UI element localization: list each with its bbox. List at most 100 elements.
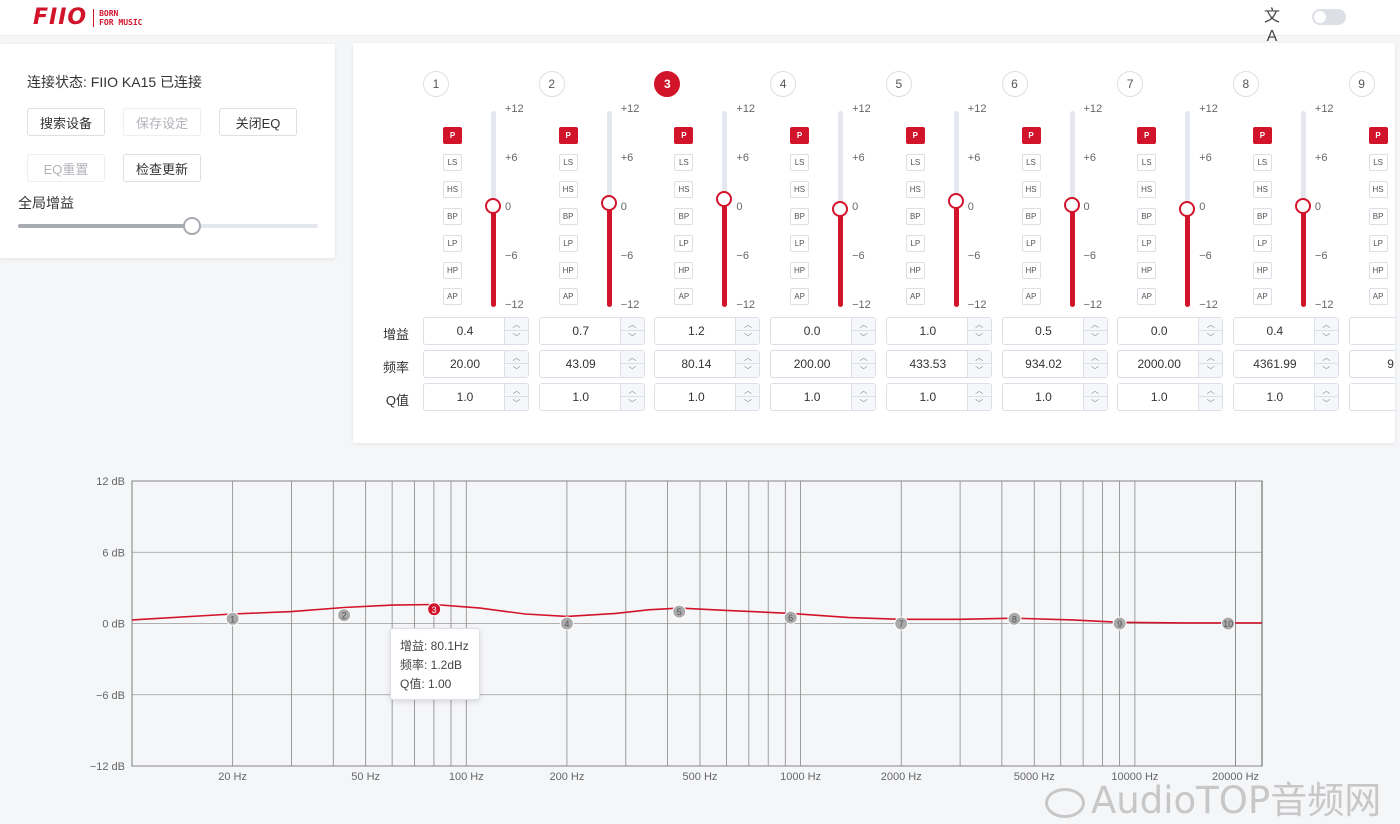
decrement-chevron-down-icon[interactable]: ﹀ bbox=[1091, 366, 1099, 375]
filter-type-bp-button[interactable]: BP bbox=[1252, 208, 1272, 225]
filter-type-bp-button[interactable]: BP bbox=[1021, 208, 1041, 225]
filter-type-hp-button[interactable]: HP bbox=[790, 262, 810, 279]
filter-type-hs-button[interactable]: HS bbox=[443, 181, 462, 198]
filter-type-ap-button[interactable]: AP bbox=[1368, 288, 1388, 305]
filter-type-ap-button[interactable]: AP bbox=[1137, 288, 1157, 305]
decrement-chevron-down-icon[interactable]: ﹀ bbox=[859, 399, 868, 408]
gain-value[interactable]: 0.4 bbox=[1266, 324, 1284, 338]
freq-input[interactable]: 9 ︿ ﹀ bbox=[1348, 350, 1395, 378]
freq-value[interactable]: 20.00 bbox=[449, 357, 481, 371]
filter-type-hp-button[interactable]: HP bbox=[1252, 262, 1272, 279]
band-number-button[interactable]: 9 bbox=[1348, 71, 1375, 97]
decrement-chevron-down-icon[interactable]: ﹀ bbox=[628, 366, 637, 375]
decrement-chevron-down-icon[interactable]: ﹀ bbox=[1091, 399, 1099, 408]
q-value[interactable]: 1.0 bbox=[572, 390, 590, 404]
band-gain-slider[interactable] bbox=[953, 111, 959, 307]
filter-type-lp-button[interactable]: LP bbox=[1252, 235, 1272, 252]
decrement-chevron-down-icon[interactable]: ﹀ bbox=[1206, 399, 1215, 408]
gain-input[interactable]: 0.5 ︿ ﹀ bbox=[1001, 317, 1108, 345]
filter-type-hp-button[interactable]: HP bbox=[1368, 262, 1388, 279]
gain-input[interactable]: 1.2 ︿ ﹀ bbox=[654, 317, 761, 345]
increment-chevron-up-icon[interactable]: ︿ bbox=[1083, 318, 1107, 331]
filter-type-p-button[interactable]: P bbox=[1252, 127, 1272, 144]
check-update-button[interactable]: 检查更新 bbox=[123, 154, 201, 182]
gain-value[interactable]: 0.0 bbox=[803, 324, 821, 338]
freq-value[interactable]: 934.02 bbox=[1025, 357, 1062, 371]
band-number-button[interactable]: 1 bbox=[423, 71, 449, 97]
gain-input[interactable]: 0.7 ︿ ﹀ bbox=[538, 317, 645, 345]
global-gain-slider[interactable] bbox=[18, 217, 318, 235]
gain-value[interactable] bbox=[1350, 318, 1395, 344]
filter-type-lp-button[interactable]: LP bbox=[1137, 235, 1157, 252]
band-number-button[interactable]: 3 bbox=[654, 71, 681, 97]
filter-type-lp-button[interactable]: LP bbox=[790, 235, 810, 252]
q-value[interactable]: 1.0 bbox=[803, 390, 821, 404]
filter-type-p-button[interactable]: P bbox=[905, 127, 925, 144]
gain-value[interactable]: 1.0 bbox=[919, 324, 937, 338]
freq-input[interactable]: 433.53 ︿ ﹀ bbox=[885, 350, 992, 378]
decrement-chevron-down-icon[interactable]: ﹀ bbox=[512, 333, 521, 342]
filter-type-hs-button[interactable]: HS bbox=[558, 181, 578, 198]
filter-type-bp-button[interactable]: BP bbox=[1368, 208, 1388, 225]
decrement-chevron-down-icon[interactable]: ﹀ bbox=[975, 333, 984, 342]
increment-chevron-up-icon[interactable]: ︿ bbox=[736, 318, 760, 331]
increment-chevron-up-icon[interactable]: ︿ bbox=[736, 384, 760, 397]
q-input[interactable]: 1.0 ︿ ﹀ bbox=[1232, 383, 1339, 411]
decrement-chevron-down-icon[interactable]: ﹀ bbox=[975, 399, 984, 408]
save-settings-button[interactable]: 保存设定 bbox=[123, 108, 201, 136]
freq-value[interactable]: 4361.99 bbox=[1253, 357, 1297, 371]
freq-value[interactable]: 433.53 bbox=[909, 357, 947, 371]
filter-type-bp-button[interactable]: BP bbox=[790, 208, 810, 225]
decrement-chevron-down-icon[interactable]: ﹀ bbox=[859, 333, 868, 342]
filter-type-ap-button[interactable]: AP bbox=[1021, 288, 1041, 305]
theme-toggle[interactable] bbox=[1312, 9, 1346, 25]
increment-chevron-up-icon[interactable]: ︿ bbox=[852, 384, 876, 397]
filter-type-ap-button[interactable]: AP bbox=[905, 288, 925, 305]
freq-value[interactable]: 43.09 bbox=[565, 357, 596, 371]
band-gain-handle[interactable] bbox=[1179, 201, 1196, 217]
filter-type-p-button[interactable]: P bbox=[1021, 127, 1041, 144]
filter-type-bp-button[interactable]: BP bbox=[443, 208, 462, 225]
increment-chevron-up-icon[interactable]: ︿ bbox=[1083, 384, 1107, 397]
filter-type-hp-button[interactable]: HP bbox=[1021, 262, 1041, 279]
filter-type-ap-button[interactable]: AP bbox=[1252, 288, 1272, 305]
filter-type-lp-button[interactable]: LP bbox=[1368, 235, 1388, 252]
filter-type-lp-button[interactable]: LP bbox=[1021, 235, 1041, 252]
decrement-chevron-down-icon[interactable]: ﹀ bbox=[1322, 333, 1331, 342]
band-number-button[interactable]: 4 bbox=[770, 71, 797, 97]
q-input[interactable]: 1.0 ︿ ﹀ bbox=[885, 383, 992, 411]
band-number-button[interactable]: 2 bbox=[538, 71, 565, 97]
gain-input[interactable]: 0.4 ︿ ﹀ bbox=[423, 317, 529, 345]
filter-type-hs-button[interactable]: HS bbox=[1252, 181, 1272, 198]
filter-type-hs-button[interactable]: HS bbox=[1368, 181, 1388, 198]
decrement-chevron-down-icon[interactable]: ﹀ bbox=[743, 333, 752, 342]
increment-chevron-up-icon[interactable]: ︿ bbox=[1314, 384, 1338, 397]
filter-type-hs-button[interactable]: HS bbox=[790, 181, 810, 198]
increment-chevron-up-icon[interactable]: ︿ bbox=[1199, 384, 1223, 397]
gain-input[interactable]: 0.0 ︿ ﹀ bbox=[770, 317, 877, 345]
q-input[interactable]: 1.0 ︿ ﹀ bbox=[1117, 383, 1224, 411]
filter-type-ap-button[interactable]: AP bbox=[558, 288, 578, 305]
band-gain-handle[interactable] bbox=[1294, 197, 1311, 214]
close-eq-button[interactable]: 关闭EQ bbox=[219, 108, 297, 136]
decrement-chevron-down-icon[interactable]: ﹀ bbox=[743, 399, 752, 408]
band-gain-handle[interactable] bbox=[485, 197, 501, 214]
filter-type-p-button[interactable]: P bbox=[790, 127, 810, 144]
increment-chevron-up-icon[interactable]: ︿ bbox=[1314, 318, 1338, 331]
filter-type-ls-button[interactable]: LS bbox=[1137, 154, 1157, 171]
freq-value[interactable]: 2000.00 bbox=[1137, 357, 1181, 371]
increment-chevron-up-icon[interactable]: ︿ bbox=[620, 384, 644, 397]
increment-chevron-up-icon[interactable]: ︿ bbox=[620, 351, 644, 364]
filter-type-p-button[interactable]: P bbox=[674, 127, 694, 144]
filter-type-ls-button[interactable]: LS bbox=[905, 154, 925, 171]
increment-chevron-up-icon[interactable]: ︿ bbox=[1083, 351, 1107, 364]
filter-type-bp-button[interactable]: BP bbox=[1137, 208, 1157, 225]
freq-input[interactable]: 2000.00 ︿ ﹀ bbox=[1117, 350, 1224, 378]
decrement-chevron-down-icon[interactable]: ﹀ bbox=[743, 366, 752, 375]
filter-type-hs-button[interactable]: HS bbox=[1021, 181, 1041, 198]
filter-type-hp-button[interactable]: HP bbox=[905, 262, 925, 279]
increment-chevron-up-icon[interactable]: ︿ bbox=[852, 318, 876, 331]
band-gain-handle[interactable] bbox=[600, 195, 617, 212]
filter-type-p-button[interactable]: P bbox=[558, 127, 578, 144]
decrement-chevron-down-icon[interactable]: ﹀ bbox=[628, 333, 637, 342]
